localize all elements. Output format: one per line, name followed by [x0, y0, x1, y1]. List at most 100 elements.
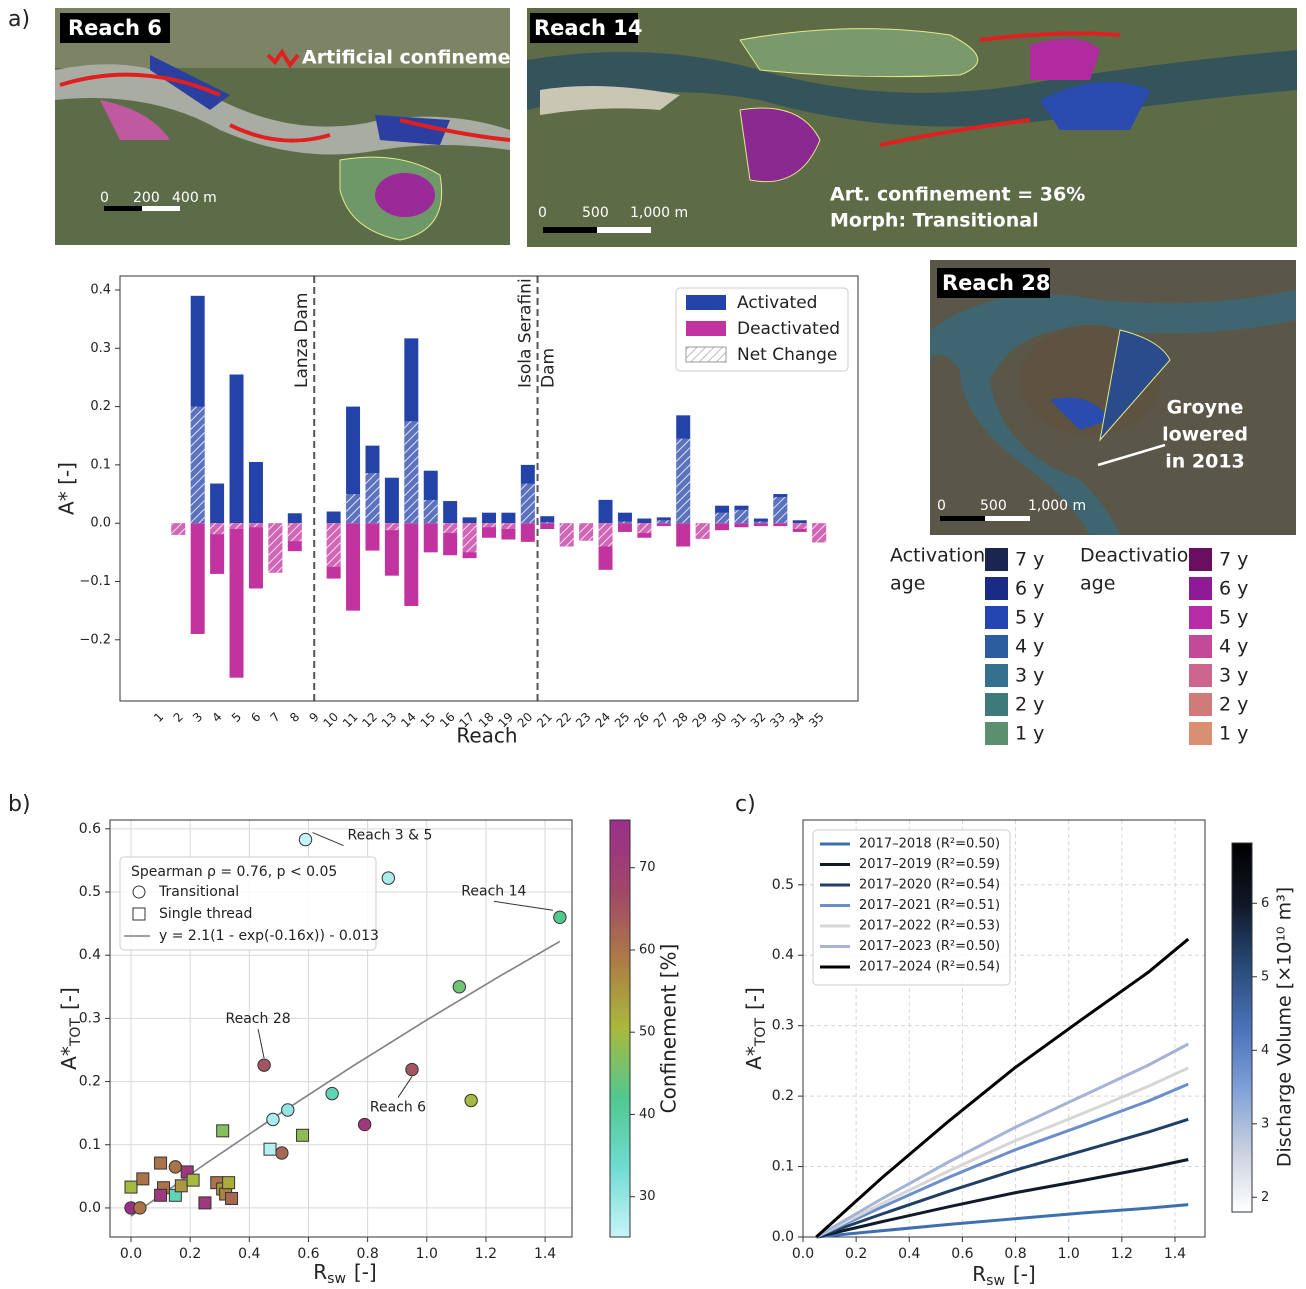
legend-swatch	[985, 693, 1008, 716]
y-tick-label: 0.3	[772, 1018, 794, 1034]
net-bar	[288, 523, 302, 541]
net-bar	[734, 510, 748, 523]
net-bar	[230, 523, 244, 529]
point	[276, 1147, 288, 1159]
legend-swatch	[1189, 722, 1212, 745]
legend-label: 1 y	[1219, 723, 1248, 745]
bar	[346, 523, 360, 610]
annotation-line	[398, 1077, 412, 1098]
legend-title: Spearman ρ = 0.76, p < 0.05	[131, 864, 337, 880]
scale-label: 0	[538, 205, 547, 221]
net-bar	[540, 522, 554, 523]
y-axis-label: A* [-]	[55, 462, 79, 515]
image-title: Reach 14	[534, 16, 643, 40]
bar	[385, 478, 399, 523]
x-tick-label: 1.4	[534, 1246, 556, 1262]
net-bar	[268, 523, 282, 573]
y-tick-label: 0.4	[79, 947, 101, 963]
net-bar	[424, 500, 438, 523]
net-bar	[793, 523, 807, 529]
net-bar	[404, 421, 418, 523]
x-tick-label: 33	[767, 710, 788, 731]
y-tick-label: 0.5	[772, 877, 794, 893]
point	[226, 1192, 238, 1204]
satellite-image: Reach 28 Groyne lowered in 2013 0 500 1,…	[930, 260, 1296, 535]
point	[297, 1129, 309, 1141]
panel-label: c)	[735, 792, 756, 817]
y-tick-label: 0.4	[772, 947, 794, 963]
bar	[734, 523, 748, 527]
legend-swatch	[1189, 664, 1212, 687]
x-tick-label: 1	[151, 710, 166, 725]
bar	[191, 523, 205, 634]
point	[326, 1087, 338, 1099]
x-tick-label: 14	[398, 710, 419, 731]
x-tick-label: 28	[670, 710, 691, 731]
x-tick-label: 11	[340, 710, 361, 731]
net-bar	[812, 523, 826, 542]
point	[217, 1125, 229, 1137]
x-tick-label: 0.2	[845, 1246, 867, 1262]
net-bar	[676, 439, 690, 524]
colorbar-tick-label: 70	[639, 860, 656, 875]
point	[406, 1063, 418, 1075]
bar	[249, 523, 263, 588]
legend-label: 7 y	[1219, 549, 1248, 571]
net-bar	[327, 523, 341, 567]
net-bar	[249, 523, 263, 527]
annotation: Reach 14	[461, 883, 526, 899]
legend-title: age	[890, 573, 925, 595]
bar	[754, 523, 768, 526]
legend-swatch	[985, 664, 1008, 687]
image-title: Reach 6	[68, 16, 162, 40]
bar	[657, 523, 671, 526]
point	[134, 1202, 146, 1214]
x-tick-label: 1.0	[416, 1246, 438, 1262]
net-bar	[773, 497, 787, 523]
colorbar-tick-label: 50	[639, 1025, 656, 1040]
net-bar	[618, 521, 632, 523]
legend-label: 2017–2023 (R²=0.50)	[859, 939, 1000, 954]
x-tick-label: 24	[592, 710, 613, 731]
bar	[230, 375, 244, 524]
legend-title: Deactivation	[1080, 545, 1200, 567]
net-bar	[385, 523, 399, 530]
legend-label: 2017–2021 (R²=0.51)	[859, 898, 1000, 913]
legend-swatch	[1189, 635, 1212, 658]
net-bar	[637, 523, 651, 533]
y-tick-label: 0.2	[772, 1088, 794, 1104]
image-annotation: in 2013	[1165, 451, 1245, 473]
x-tick-label: 26	[631, 710, 652, 731]
x-tick-label: 1.4	[1164, 1246, 1186, 1262]
x-tick-label: 20	[515, 710, 536, 731]
net-bar	[191, 407, 205, 524]
legend-label: 3 y	[1219, 665, 1248, 687]
x-tick-label: 29	[690, 710, 711, 731]
x-tick-label: 0.6	[951, 1246, 973, 1262]
net-bar	[463, 523, 477, 552]
annotation-line	[313, 833, 344, 846]
scale-label: 200	[133, 190, 160, 206]
bar	[793, 520, 807, 523]
scale-label: 1,000 m	[1028, 498, 1086, 514]
y-tick-label: 0.2	[79, 1074, 101, 1090]
point	[554, 911, 566, 923]
net-bar	[521, 484, 535, 524]
legend-swatch	[985, 606, 1008, 629]
point	[282, 1104, 294, 1116]
point	[223, 1177, 235, 1189]
colorbar-tick-label: 60	[639, 942, 656, 957]
bar	[676, 523, 690, 546]
bar	[463, 517, 477, 523]
image-title: Reach 28	[942, 271, 1051, 295]
legend-label: Single thread	[159, 906, 252, 922]
legend-label: 1 y	[1015, 723, 1044, 745]
legend-label: 2 y	[1015, 694, 1044, 716]
net-bar	[754, 521, 768, 523]
point	[382, 872, 394, 884]
y-tick-label: 0.0	[772, 1229, 794, 1245]
x-tick-label: 0.2	[179, 1246, 201, 1262]
colorbar	[610, 820, 630, 1237]
net-bar	[443, 523, 457, 533]
y-tick-label: 0.0	[79, 1200, 101, 1216]
